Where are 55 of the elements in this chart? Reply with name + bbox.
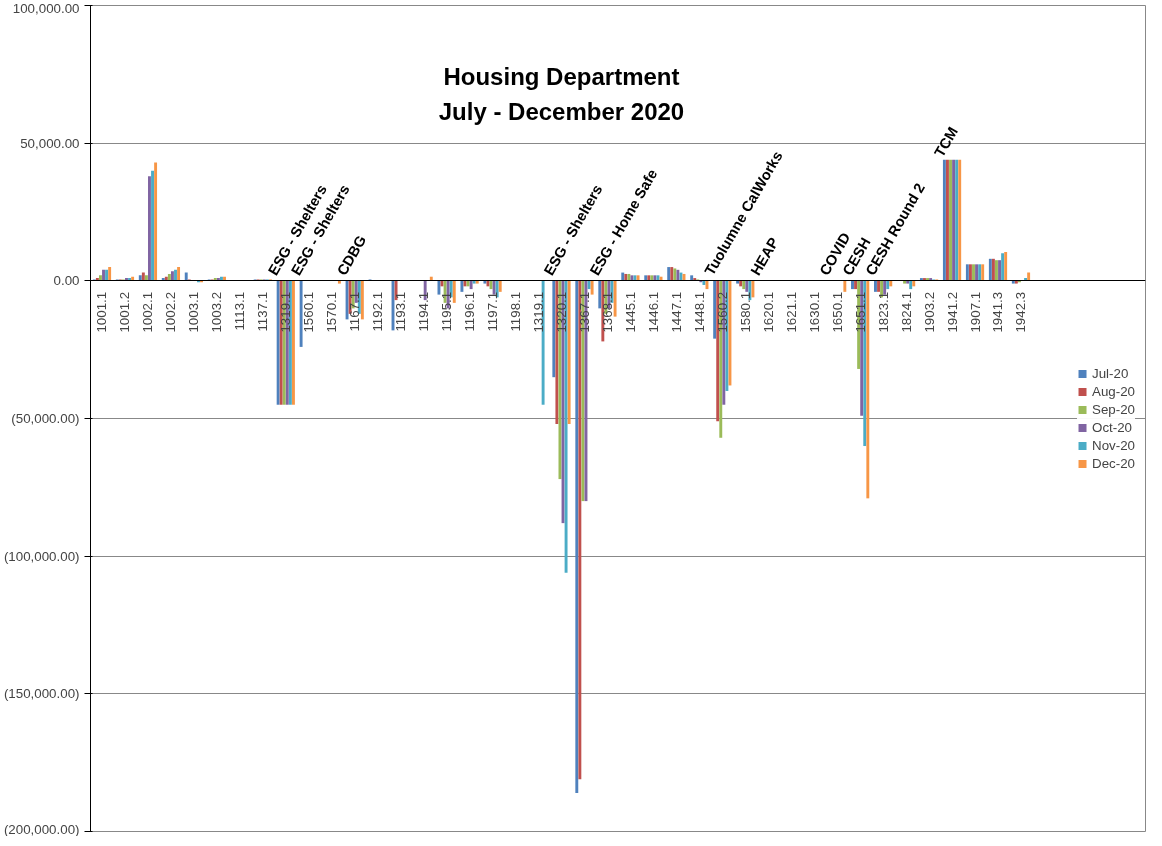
x-tick-label: 1446.1	[645, 291, 661, 333]
legend-label: Sep-20	[1092, 401, 1135, 417]
text: Housing Department July - December 2020	[438, 63, 685, 126]
x-tick-label: 1319.1	[531, 291, 547, 333]
x-tick-label: 1003.1	[186, 291, 202, 333]
x-tick-label: 1193.1	[393, 291, 409, 332]
x-tick-label: 1620.1	[760, 291, 776, 333]
x-tick-label: 1197.1	[485, 291, 501, 332]
x-tick-label: 1319.1	[278, 291, 294, 333]
y-tick-label: (200,000.00)	[3, 821, 80, 837]
x-tick-label: 1113.1	[232, 291, 248, 331]
legend-label: Oct-20	[1092, 419, 1133, 435]
legend-label: Dec-20	[1092, 455, 1135, 471]
x-tick-label: 1002.1	[140, 291, 156, 333]
x-tick-label: 1195.1	[439, 291, 455, 332]
x-tick-label: 1907.1	[967, 291, 983, 333]
y-tick-label: (150,000.00)	[3, 686, 80, 702]
x-tick-label: 1194.1	[416, 291, 432, 332]
x-tick-label: 1942.3	[1013, 291, 1029, 333]
x-tick-label: 1167.1	[347, 291, 363, 332]
x-tick-label: 1001.1	[94, 291, 110, 333]
legend-label: Aug-20	[1092, 383, 1135, 399]
y-tick-label: 50,000.00	[20, 135, 80, 151]
x-tick-label: 1621.1	[783, 291, 799, 333]
y-tick-label: 0.00	[53, 273, 80, 289]
x-tick-label: 1367.1	[576, 291, 592, 333]
y-tick-label: 100,000.00	[12, 0, 80, 16]
x-tick-label: 1368.1	[599, 291, 615, 333]
x-tick-label: 1650.1	[829, 291, 845, 333]
x-tick-label: 1580.1	[737, 291, 753, 333]
x-tick-label: 1941.3	[990, 291, 1006, 333]
x-tick-label: 1002.2	[163, 291, 179, 333]
x-tick-label: 1941.2	[944, 291, 960, 333]
x-tick-label: 1192.1	[370, 291, 386, 332]
x-tick-label: 1560.1	[301, 291, 317, 333]
x-tick-label: 1903.2	[921, 291, 937, 333]
x-tick-label: 1823.1	[875, 291, 891, 333]
x-tick-label: 1001.2	[117, 291, 133, 333]
x-tick-label: 1570.1	[324, 291, 340, 333]
x-tick-label: 1003.2	[209, 291, 225, 333]
x-tick-label: 1447.1	[668, 291, 684, 333]
x-tick-label: 1651.1	[852, 291, 868, 333]
x-tick-label: 1448.1	[691, 291, 707, 333]
x-tick-label: 1630.1	[806, 291, 822, 333]
x-tick-label: 1445.1	[622, 291, 638, 333]
x-tick-label: 1196.1	[462, 291, 478, 332]
x-tick-label: 1198.1	[508, 291, 524, 332]
legend-label: Nov-20	[1092, 437, 1135, 453]
x-tick-label: 1560.2	[714, 291, 730, 333]
x-tick-label: 1320.1	[553, 291, 569, 333]
legend-label: Jul-20	[1092, 365, 1129, 381]
y-tick-label: (100,000.00)	[3, 548, 80, 564]
x-tick-label: 1824.1	[898, 291, 914, 333]
x-tick-label: 1137.1	[255, 291, 271, 332]
y-tick-label: (50,000.00)	[11, 411, 80, 426]
